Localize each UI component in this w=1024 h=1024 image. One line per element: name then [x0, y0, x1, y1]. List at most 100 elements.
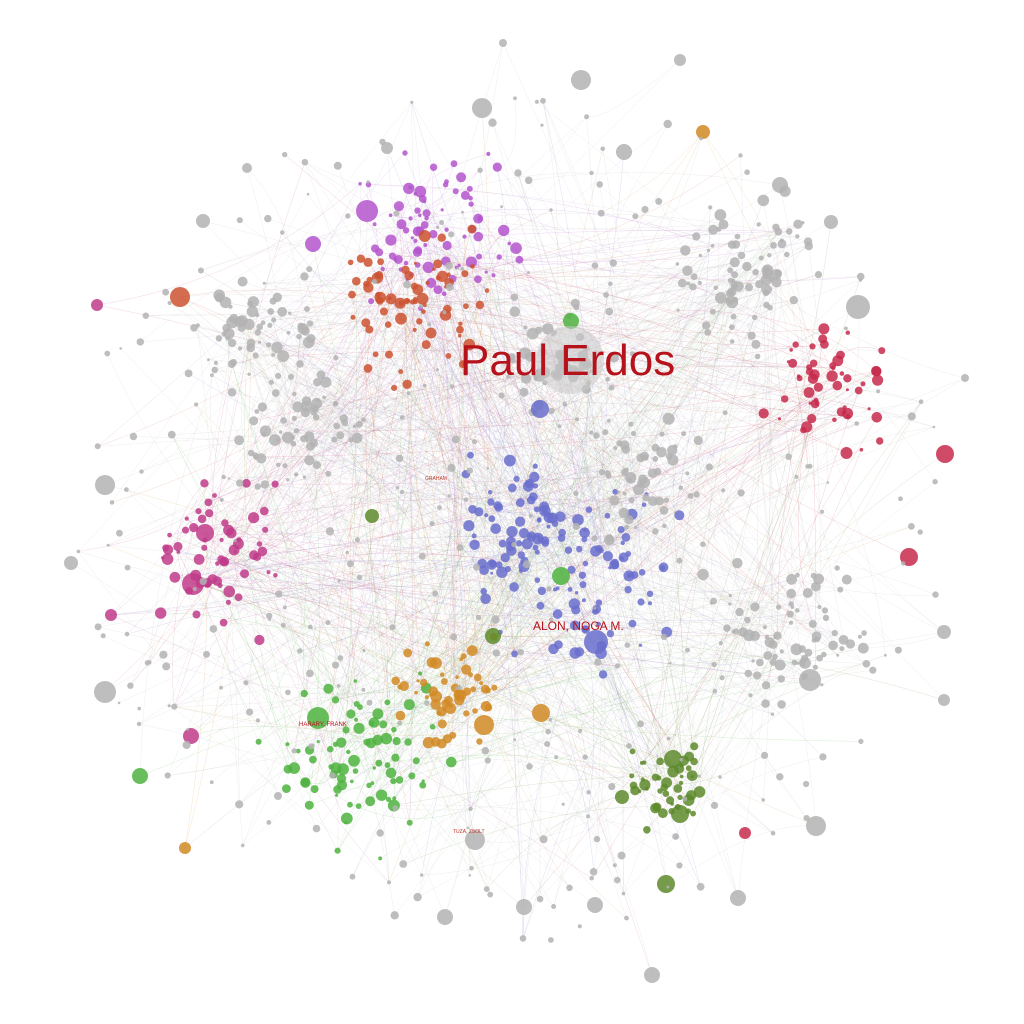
network-edge	[197, 325, 243, 846]
network-node	[669, 661, 672, 665]
network-node	[291, 415, 297, 422]
network-node	[277, 350, 290, 363]
network-node	[578, 729, 582, 733]
network-edge	[447, 245, 861, 282]
network-node	[845, 639, 856, 649]
network-node	[348, 437, 354, 443]
network-edge	[401, 302, 712, 604]
network-edge	[529, 356, 665, 637]
network-edge	[492, 122, 665, 788]
network-node	[347, 801, 353, 808]
network-edge	[204, 539, 730, 605]
network-edge	[777, 346, 813, 636]
network-node	[353, 722, 365, 734]
network-node	[296, 333, 302, 340]
network-node	[718, 219, 729, 230]
network-node	[396, 219, 407, 230]
network-node	[638, 474, 648, 484]
network-edge	[233, 318, 541, 900]
network-edge	[259, 240, 416, 545]
network-edge	[419, 321, 814, 379]
network-edge	[258, 387, 612, 742]
network-node	[372, 766, 376, 770]
network-node	[361, 687, 366, 692]
network-edge	[97, 419, 835, 447]
network-node	[345, 213, 351, 219]
network-node	[758, 255, 764, 261]
network-edge	[350, 439, 758, 676]
network-edge	[417, 264, 517, 480]
network-edge	[409, 435, 597, 705]
network-edge	[169, 302, 795, 663]
network-node	[596, 621, 601, 627]
network-node	[662, 412, 675, 425]
network-edge	[401, 213, 809, 242]
network-node	[210, 373, 214, 378]
network-node	[380, 266, 385, 272]
network-node	[614, 663, 621, 669]
network-edge	[522, 645, 641, 939]
network-edge	[238, 543, 289, 770]
network-edge	[417, 443, 620, 898]
network-node	[167, 532, 173, 538]
network-node	[297, 648, 303, 654]
network-node	[498, 392, 505, 399]
network-node	[513, 475, 520, 482]
network-edge	[514, 653, 758, 676]
network-edge	[193, 527, 449, 701]
network-edge	[367, 368, 388, 739]
network-node	[183, 728, 199, 744]
network-node	[448, 231, 455, 238]
network-node	[267, 308, 275, 315]
network-edge	[608, 306, 859, 422]
network-node	[435, 368, 439, 372]
network-edge	[193, 473, 466, 529]
network-node	[442, 707, 447, 712]
network-edge	[294, 261, 735, 395]
network-node	[266, 612, 273, 619]
network-node	[685, 471, 690, 476]
network-node	[453, 689, 465, 701]
network-node	[514, 169, 522, 177]
network-edge	[208, 318, 402, 503]
network-edge	[233, 318, 395, 916]
network-edge	[462, 212, 525, 534]
network-node	[767, 304, 773, 311]
network-node	[711, 661, 717, 668]
network-node	[774, 269, 782, 277]
network-node	[585, 506, 593, 513]
network-edge	[421, 305, 466, 324]
network-edge	[207, 162, 306, 583]
network-edge	[204, 473, 608, 534]
network-edge	[195, 404, 408, 654]
network-node	[540, 123, 544, 127]
network-edge	[684, 229, 720, 800]
network-edge	[174, 652, 602, 707]
network-edge	[407, 279, 811, 467]
network-edge	[493, 636, 653, 976]
network-edge	[225, 562, 811, 681]
network-edge	[304, 162, 462, 660]
network-edge	[536, 101, 756, 273]
network-edge	[426, 636, 665, 689]
network-node	[751, 339, 761, 349]
network-nodes	[64, 39, 969, 983]
network-edge	[420, 308, 577, 527]
network-edge	[335, 574, 704, 701]
network-edge	[492, 635, 945, 701]
network-edge	[223, 333, 378, 741]
network-edge	[313, 261, 735, 412]
network-node	[789, 296, 798, 305]
network-node	[510, 293, 518, 301]
network-node	[936, 445, 954, 463]
network-edge	[208, 237, 413, 360]
network-node	[469, 539, 480, 550]
network-edge	[107, 353, 285, 608]
network-node	[267, 322, 273, 328]
network-edge	[110, 550, 512, 616]
network-node	[413, 238, 418, 243]
network-node	[498, 539, 507, 548]
network-edge	[623, 652, 809, 894]
network-edge	[338, 256, 500, 772]
network-node	[490, 523, 502, 534]
